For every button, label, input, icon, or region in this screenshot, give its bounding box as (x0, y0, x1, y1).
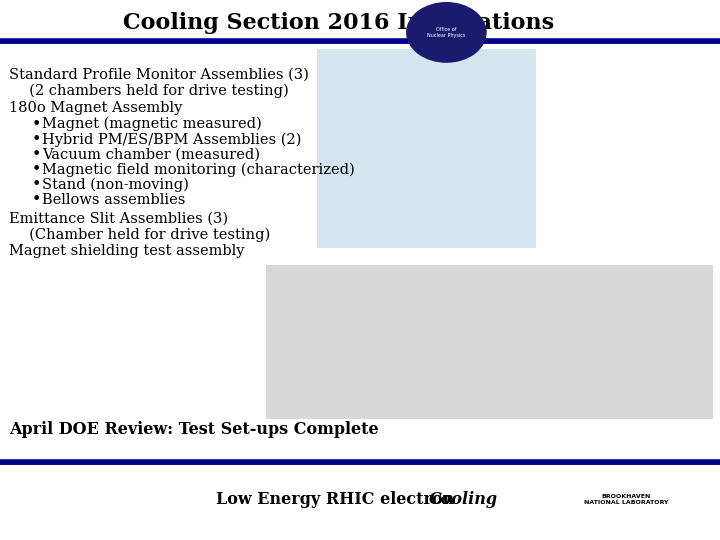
Text: BROOKHAVEN
NATIONAL LABORATORY: BROOKHAVEN NATIONAL LABORATORY (584, 494, 669, 505)
Text: 180o Magnet Assembly: 180o Magnet Assembly (9, 101, 182, 115)
Text: Hybrid PM/ES/BPM Assemblies (2): Hybrid PM/ES/BPM Assemblies (2) (42, 132, 301, 146)
Text: •: • (32, 162, 41, 177)
Text: Stand (non-moving): Stand (non-moving) (42, 178, 189, 192)
Text: Magnetic field monitoring (characterized): Magnetic field monitoring (characterized… (42, 163, 354, 177)
Text: Standard Profile Monitor Assemblies (3): Standard Profile Monitor Assemblies (3) (9, 68, 308, 82)
Text: Vacuum chamber (measured): Vacuum chamber (measured) (42, 147, 260, 161)
Text: Emittance Slit Assemblies (3): Emittance Slit Assemblies (3) (9, 212, 228, 226)
Text: Bellows assemblies: Bellows assemblies (42, 193, 185, 207)
Text: •: • (32, 147, 41, 162)
Text: •: • (32, 132, 41, 147)
Text: •: • (32, 177, 41, 192)
Bar (266, 265, 713, 418)
Text: (Chamber held for drive testing): (Chamber held for drive testing) (20, 228, 271, 242)
Bar (317, 49, 536, 248)
Text: Low Energy RHIC electron: Low Energy RHIC electron (216, 491, 460, 508)
Text: April DOE Review: Test Set-ups Complete: April DOE Review: Test Set-ups Complete (9, 421, 378, 438)
Circle shape (407, 3, 486, 62)
Text: Magnet shielding test assembly: Magnet shielding test assembly (9, 244, 244, 258)
Text: Cooling: Cooling (428, 491, 498, 508)
Text: Cooling Section 2016 Installations: Cooling Section 2016 Installations (123, 12, 554, 34)
Text: •: • (32, 117, 41, 132)
Text: Magnet (magnetic measured): Magnet (magnetic measured) (42, 117, 261, 131)
Text: •: • (32, 192, 41, 207)
Text: (2 chambers held for drive testing): (2 chambers held for drive testing) (20, 84, 289, 98)
Text: Office of
Nuclear Physics: Office of Nuclear Physics (427, 27, 466, 38)
